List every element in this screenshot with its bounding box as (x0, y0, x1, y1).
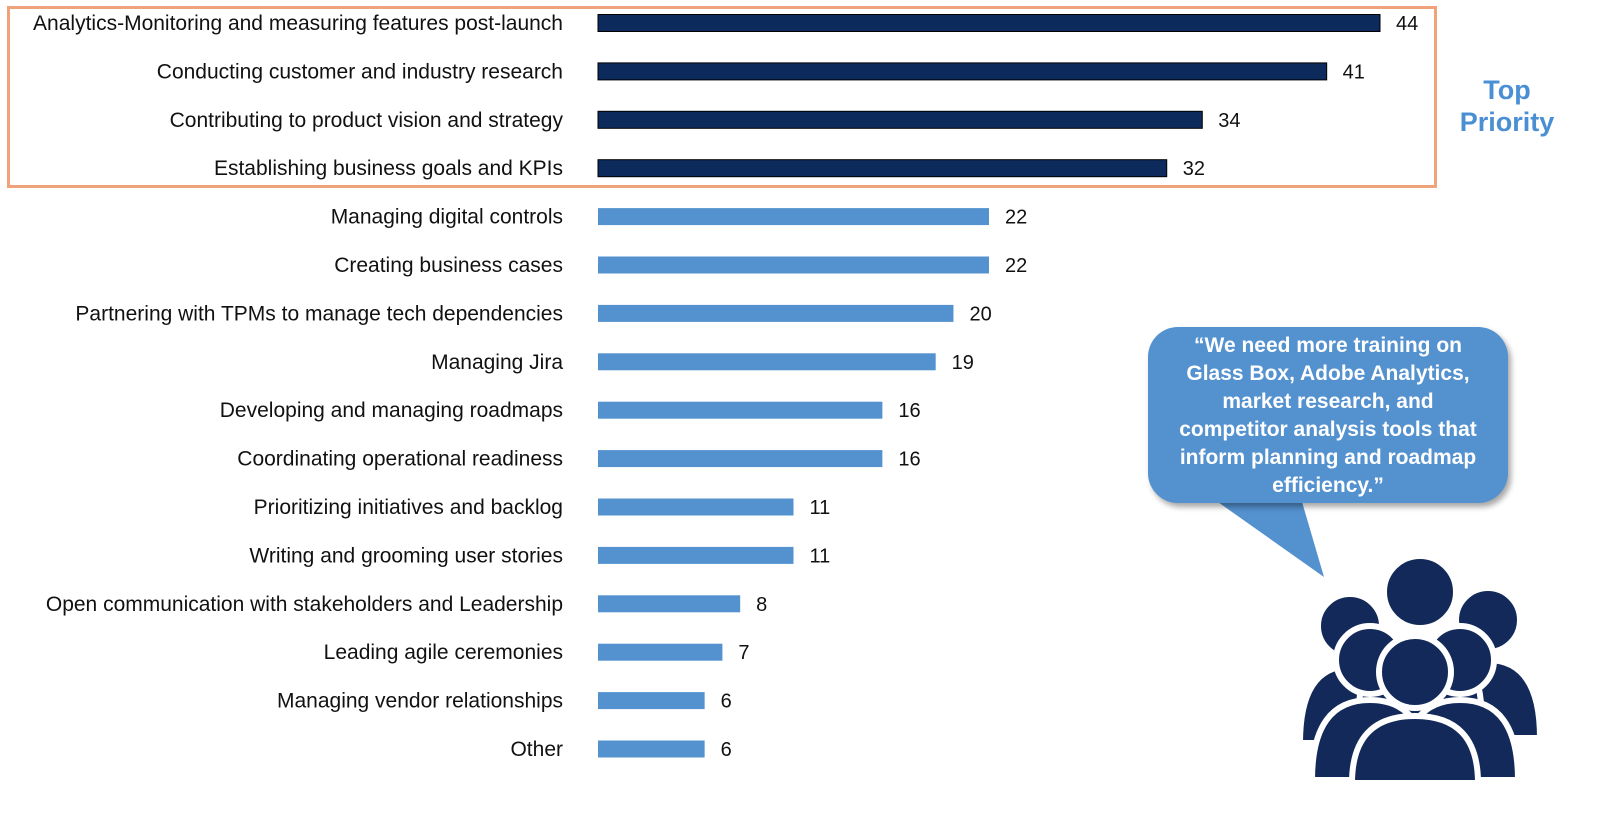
bar (598, 643, 723, 661)
top-priority-label: Top Priority (1459, 75, 1555, 137)
data-label: 34 (1218, 110, 1240, 132)
category-label: Developing and managing roadmaps (220, 399, 563, 422)
category-label: Coordinating operational readiness (237, 448, 563, 471)
category-label: Managing digital controls (331, 206, 563, 229)
data-label: 32 (1183, 158, 1205, 180)
category-label: Managing Jira (431, 351, 563, 374)
data-label: 19 (952, 352, 974, 374)
data-label: 16 (898, 400, 920, 422)
category-label: Creating business cases (334, 254, 563, 277)
bar (598, 304, 954, 322)
bar (598, 692, 705, 710)
bar (597, 110, 1203, 129)
bar (598, 595, 741, 613)
bar (598, 546, 794, 564)
quote-speech-bubble: “We need more training on Glass Box, Ado… (1148, 327, 1508, 503)
speech-bubble-tail (1208, 495, 1324, 577)
category-label: Managing vendor relationships (277, 690, 563, 713)
data-label: 20 (969, 303, 991, 325)
category-label: Leading agile ceremonies (324, 641, 563, 664)
bar (598, 256, 989, 274)
bar (598, 353, 936, 371)
category-label: Analytics-Monitoring and measuring featu… (33, 12, 563, 35)
category-label: Conducting customer and industry researc… (157, 60, 563, 83)
bar (598, 450, 883, 468)
top-priority-highlight-box (7, 6, 1437, 188)
data-label: 11 (810, 497, 831, 519)
bar (598, 498, 794, 516)
bar (598, 208, 989, 226)
data-label: 7 (738, 642, 749, 664)
data-label: 22 (1005, 255, 1027, 277)
people-group-icon (1296, 553, 1544, 783)
data-label: 16 (898, 449, 920, 471)
category-label: Establishing business goals and KPIs (214, 157, 563, 180)
data-label: 44 (1396, 13, 1418, 35)
data-label: 6 (721, 691, 732, 713)
bar (597, 62, 1328, 81)
data-label: 6 (721, 739, 732, 761)
category-label: Open communication with stakeholders and… (46, 593, 563, 616)
data-label: 41 (1343, 61, 1365, 83)
quote-text: “We need more training on Glass Box, Ado… (1179, 334, 1477, 497)
category-label: Other (510, 738, 563, 761)
category-label: Contributing to product vision and strat… (170, 109, 564, 132)
data-label: 22 (1005, 207, 1027, 229)
data-label: 11 (810, 545, 831, 567)
category-label: Writing and grooming user stories (249, 544, 563, 567)
bar (597, 159, 1168, 178)
data-label: 8 (756, 594, 767, 616)
bar (597, 14, 1381, 32)
bar (598, 401, 883, 419)
bar (598, 740, 705, 758)
category-label: Prioritizing initiatives and backlog (254, 496, 563, 519)
category-label: Partnering with TPMs to manage tech depe… (75, 302, 563, 325)
